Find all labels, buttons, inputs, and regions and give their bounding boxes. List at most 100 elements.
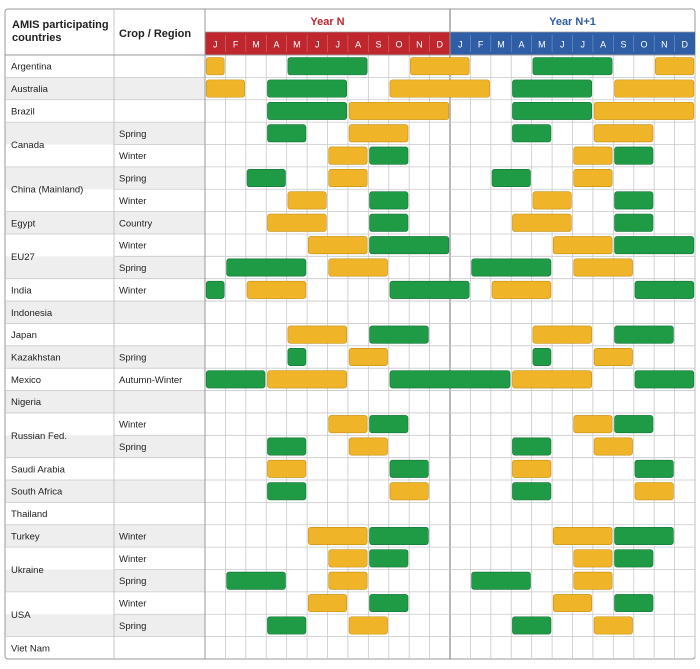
year-n1-month-band xyxy=(450,32,695,55)
country-label: Turkey xyxy=(11,531,40,542)
country-label: Kazakhstan xyxy=(11,353,61,364)
crop-label: Spring xyxy=(119,263,146,274)
country-label: Mexico xyxy=(11,375,41,386)
growing-bar xyxy=(532,57,613,76)
growing-bar xyxy=(369,146,409,165)
harvest-bar xyxy=(410,57,470,76)
month-label: A xyxy=(273,40,279,50)
growing-bar xyxy=(369,526,429,545)
growing-bar xyxy=(614,213,654,232)
harvest-bar xyxy=(348,101,450,120)
harvest-bar xyxy=(267,213,327,232)
country-label: Thailand xyxy=(11,509,47,520)
growing-bar xyxy=(634,459,674,478)
harvest-bar xyxy=(573,571,613,590)
growing-bar xyxy=(287,57,368,76)
growing-bar xyxy=(287,348,307,366)
harvest-bar xyxy=(573,146,613,165)
harvest-bar xyxy=(512,459,552,478)
header-country-line2: countries xyxy=(12,32,62,44)
row-background xyxy=(5,345,205,369)
growing-bar xyxy=(369,594,409,613)
growing-bar xyxy=(614,526,674,545)
harvest-bar xyxy=(593,616,633,635)
month-label: N xyxy=(416,40,423,50)
growing-bar xyxy=(512,124,552,143)
growing-bar xyxy=(614,594,654,613)
country-label: Indonesia xyxy=(11,308,53,319)
growing-bar xyxy=(512,616,552,635)
growing-bar xyxy=(267,101,348,120)
harvest-bar xyxy=(389,79,490,98)
row-background xyxy=(5,122,205,145)
harvest-bar xyxy=(532,325,593,344)
crop-label: Winter xyxy=(119,420,146,431)
growing-bar xyxy=(267,79,348,98)
harvest-bar xyxy=(573,169,613,188)
country-label: Australia xyxy=(11,84,49,95)
country-label: Japan xyxy=(11,330,37,341)
harvest-bar xyxy=(552,236,613,255)
crop-label: Country xyxy=(119,218,153,229)
crop-label: Winter xyxy=(119,241,146,252)
growing-bar xyxy=(226,571,286,590)
row-background xyxy=(5,390,205,413)
growing-bar xyxy=(205,280,225,299)
growing-bar xyxy=(491,169,531,188)
harvest-bar xyxy=(328,549,368,568)
growing-bar xyxy=(634,370,695,389)
harvest-bar xyxy=(267,370,348,389)
harvest-bar xyxy=(287,191,327,210)
row-background xyxy=(5,211,205,234)
harvest-bar xyxy=(655,57,695,76)
country-label: USA xyxy=(11,610,31,621)
growing-bar xyxy=(512,482,552,501)
row-background xyxy=(5,435,205,458)
harvest-bar xyxy=(573,415,613,434)
growing-bar xyxy=(369,191,409,210)
growing-bar xyxy=(369,549,409,568)
growing-bar xyxy=(532,348,552,366)
growing-bar xyxy=(471,571,531,590)
growing-bar xyxy=(512,437,552,456)
month-label: M xyxy=(293,40,301,50)
growing-bar xyxy=(267,437,307,456)
harvest-bar xyxy=(287,325,348,344)
crop-label: Winter xyxy=(119,554,146,565)
growing-bar xyxy=(614,415,654,434)
harvest-bar xyxy=(328,415,368,434)
growing-bar xyxy=(246,169,286,188)
month-label: O xyxy=(640,40,647,50)
crop-label: Winter xyxy=(119,196,146,207)
month-label: J xyxy=(580,40,585,50)
harvest-bar xyxy=(593,348,633,366)
harvest-bar xyxy=(246,280,307,299)
row-background xyxy=(5,166,205,190)
growing-bar xyxy=(614,325,674,344)
month-label: J xyxy=(335,40,340,50)
country-label: Saudi Arabia xyxy=(11,464,66,475)
month-label: S xyxy=(376,40,382,50)
growing-bar xyxy=(389,370,511,389)
growing-bar xyxy=(512,79,593,98)
row-background xyxy=(5,480,205,503)
harvest-bar xyxy=(552,526,613,545)
growing-bar xyxy=(267,482,307,501)
country-label: Brazil xyxy=(11,106,35,117)
harvest-bar xyxy=(348,124,409,143)
growing-bar xyxy=(267,124,307,143)
crop-label: Winter xyxy=(119,531,146,542)
growing-bar xyxy=(512,101,593,120)
row-background xyxy=(5,301,205,324)
harvest-bar xyxy=(328,258,388,277)
growing-bar xyxy=(369,325,429,344)
month-label: A xyxy=(355,40,361,50)
country-label: EU27 xyxy=(11,252,35,263)
harvest-bar xyxy=(348,348,388,366)
crop-label: Spring xyxy=(119,576,146,587)
crop-label: Spring xyxy=(119,442,146,453)
crop-label: Spring xyxy=(119,174,146,185)
harvest-bar xyxy=(573,549,613,568)
